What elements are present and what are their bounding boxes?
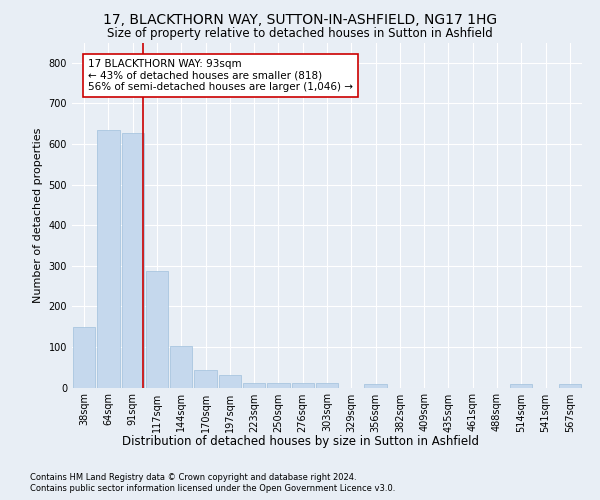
Bar [364, 384, 387, 388]
Text: Size of property relative to detached houses in Sutton in Ashfield: Size of property relative to detached ho… [107, 28, 493, 40]
Bar [559, 384, 581, 388]
Text: Contains public sector information licensed under the Open Government Licence v3: Contains public sector information licen… [30, 484, 395, 493]
Y-axis label: Number of detached properties: Number of detached properties [33, 128, 43, 302]
Bar [510, 384, 532, 388]
Bar [243, 382, 265, 388]
Text: Contains HM Land Registry data © Crown copyright and database right 2024.: Contains HM Land Registry data © Crown c… [30, 472, 356, 482]
Text: 17, BLACKTHORN WAY, SUTTON-IN-ASHFIELD, NG17 1HG: 17, BLACKTHORN WAY, SUTTON-IN-ASHFIELD, … [103, 12, 497, 26]
Text: Distribution of detached houses by size in Sutton in Ashfield: Distribution of detached houses by size … [121, 435, 479, 448]
Bar [292, 382, 314, 388]
Bar [218, 376, 241, 388]
Bar [73, 326, 95, 388]
Bar [146, 270, 168, 388]
Bar [316, 382, 338, 388]
Bar [267, 382, 290, 388]
Bar [122, 132, 144, 388]
Text: 17 BLACKTHORN WAY: 93sqm
← 43% of detached houses are smaller (818)
56% of semi-: 17 BLACKTHORN WAY: 93sqm ← 43% of detach… [88, 58, 353, 92]
Bar [170, 346, 193, 388]
Bar [97, 130, 119, 388]
Bar [194, 370, 217, 388]
